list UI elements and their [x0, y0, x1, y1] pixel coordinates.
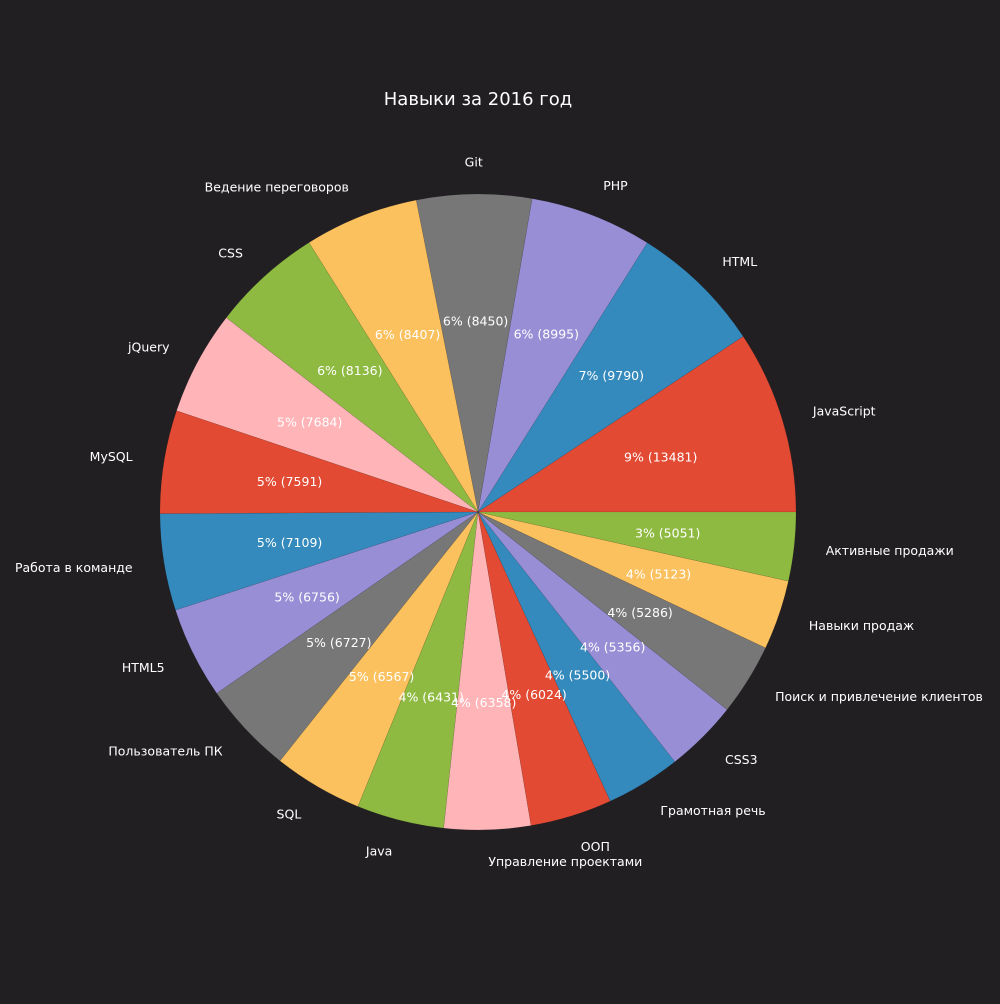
pie-labels: 9% (13481) JavaScript 7% (9790) HTML 6% (899…: [15, 155, 983, 869]
slice-value-label: 5% (7591): [257, 474, 322, 489]
slice-value-label: 4% (5123): [626, 566, 691, 581]
slice-category-label: CSS: [218, 246, 243, 261]
slice-category-label: Работа в команде: [15, 560, 133, 575]
pie-slice: [308, 199, 479, 513]
pie-slice: [477, 336, 797, 513]
slice-value-label: 6% (8450): [443, 314, 508, 329]
slice-value-label: 4% (6431): [399, 690, 464, 705]
slice-category-label: Ведение переговоров: [205, 179, 349, 194]
slice-value-label: 7% (9790): [579, 368, 644, 383]
slice-value-label: 4% (5500): [545, 667, 610, 682]
pie-slice: [216, 511, 479, 762]
slice-value-label: 6% (8407): [375, 327, 440, 342]
slice-value-label: 6% (8136): [317, 363, 382, 378]
pie-slice: [159, 511, 479, 611]
pie-slice: [415, 193, 533, 513]
slice-category-label: Git: [465, 155, 483, 170]
slice-value-label: 4% (6024): [501, 687, 566, 702]
pie-slice: [176, 317, 479, 513]
slice-value-label: 6% (8995): [514, 326, 579, 341]
pie-slice: [225, 242, 479, 513]
slice-value-label: 5% (6756): [274, 589, 339, 604]
slice-value-label: 5% (7684): [277, 415, 342, 430]
slice-value-label: 5% (6567): [349, 669, 414, 684]
pie-slice: [477, 511, 611, 826]
pie-slice: [175, 511, 479, 694]
slice-category-label: SQL: [277, 806, 302, 821]
slice-value-label: 4% (6358): [451, 695, 516, 710]
chart-title: Навыки за 2016 год: [384, 89, 572, 110]
slice-category-label: Навыки продаж: [809, 618, 914, 633]
slice-value-label: 5% (6727): [306, 635, 371, 650]
slice-category-label: Java: [365, 844, 392, 859]
slice-category-label: HTML: [722, 254, 757, 269]
slice-category-label: CSS3: [725, 752, 758, 767]
pie-slice: [477, 511, 766, 711]
pie-slice: [477, 511, 797, 582]
pie-slice: [477, 242, 744, 513]
slice-value-label: 5% (7109): [257, 535, 322, 550]
slice-value-label: 3% (5051): [635, 525, 700, 540]
pie-slice: [477, 511, 789, 649]
pie-slice: [159, 410, 479, 514]
pie-slice: [443, 511, 532, 831]
slice-category-label: Грамотная речь: [660, 803, 765, 818]
slice-category-label: PHP: [603, 178, 628, 193]
slice-category-label: Пользователь ПК: [108, 744, 222, 759]
slice-category-label: ООП: [581, 839, 610, 854]
slice-category-label: Поиск и привлечение клиентов: [775, 689, 983, 704]
slice-value-label: 4% (5286): [607, 605, 672, 620]
slice-category-label: JavaScript: [812, 404, 876, 419]
slice-category-label: Активные продажи: [826, 543, 954, 558]
slice-category-label: jQuery: [127, 340, 170, 355]
slice-category-label: HTML5: [122, 660, 165, 675]
pie-slice: [477, 511, 728, 763]
pie-slice: [357, 511, 479, 829]
slice-category-label: Управление проектами: [488, 854, 642, 869]
pie-slice: [279, 511, 479, 807]
pie-slice: [477, 511, 676, 802]
slice-category-label: MySQL: [90, 449, 133, 464]
pie-slice: [477, 198, 648, 513]
pie-slices: [159, 193, 797, 831]
slice-value-label: 4% (5356): [580, 640, 645, 655]
slice-value-label: 9% (13481): [624, 450, 697, 465]
